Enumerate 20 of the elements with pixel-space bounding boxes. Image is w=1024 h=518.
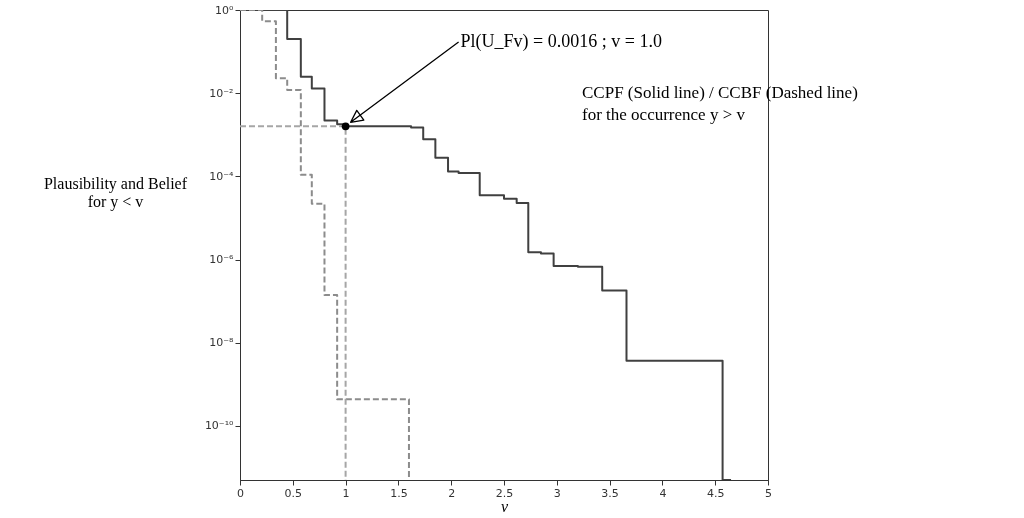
x-tick-label: 2.5 bbox=[495, 486, 514, 500]
annotation: Pl(U_Fv) = 0.0016 ; v = 1.0 bbox=[460, 31, 662, 52]
x-tick-label: 4.5 bbox=[706, 486, 725, 500]
y-tick-label: 10⁻² bbox=[209, 86, 234, 100]
x-tick-label: 3 bbox=[553, 486, 561, 500]
x-tick-label: 1.5 bbox=[390, 486, 408, 500]
x-tick-label: 5 bbox=[765, 486, 772, 500]
y-tick-label: 10⁻⁸ bbox=[209, 336, 235, 350]
y-tick-label: 10⁻⁶ bbox=[209, 253, 235, 267]
y-tick-label: 10⁰ bbox=[215, 3, 235, 17]
x-axis-title: v bbox=[500, 497, 509, 515]
x-tick-label: 1 bbox=[342, 486, 350, 500]
x-tick-label: 2 bbox=[448, 486, 456, 500]
y-tick-label: 10⁻⁴ bbox=[209, 169, 235, 183]
x-tick-label: 4 bbox=[659, 486, 667, 500]
y-axis-title: Plausibility and Belief for y < v bbox=[43, 175, 188, 212]
y-tick-label: 10⁻¹⁰ bbox=[204, 419, 235, 433]
x-tick-label: 3.5 bbox=[601, 486, 619, 500]
x-tick-label: 0 bbox=[237, 486, 244, 500]
x-tick-label: 0.5 bbox=[284, 486, 303, 500]
